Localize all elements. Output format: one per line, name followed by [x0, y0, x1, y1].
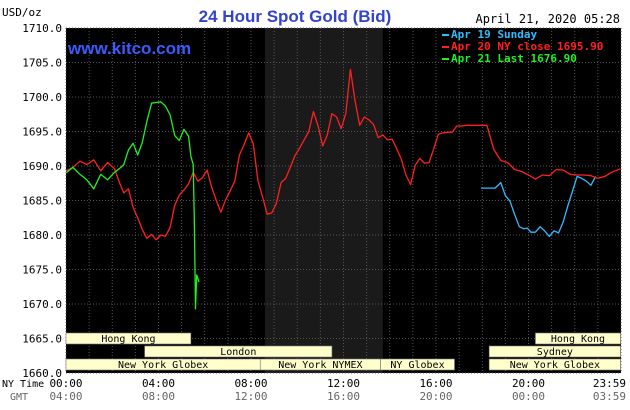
y-tick-label: 1695.0 — [22, 126, 62, 139]
series-line-2 — [65, 101, 200, 310]
session-label: NY Globex — [390, 360, 444, 371]
y-tick-label: 1705.0 — [22, 57, 62, 70]
x-row-label-nytime: NY Time — [2, 379, 44, 390]
session-label: Hong Kong — [101, 334, 155, 345]
x-tick-label: 12:00 — [327, 377, 360, 390]
series-lines — [65, 68, 621, 310]
session-bands: Hong Kong Hong Kong London Sydney New York G… — [65, 332, 621, 371]
session-label: Hong Kong — [551, 334, 605, 345]
x-tick-label: 00:00 — [512, 390, 545, 403]
website-label[interactable]: www.kitco.com — [67, 39, 191, 58]
legend-entry-apr20: Apr 20 NY close 1695.90 — [451, 40, 603, 53]
legend-entry-apr21: Apr 21 Last 1676.90 — [451, 52, 577, 65]
grid — [65, 27, 622, 374]
y-tick-labels: 1710.0 1705.0 1700.0 1695.0 1690.0 1685.0 1680… — [22, 22, 62, 380]
x-tick-label: 12:00 — [234, 390, 267, 403]
y-axis-unit: USD/oz — [2, 6, 42, 19]
y-tick-label: 1690.0 — [22, 160, 62, 173]
timestamp: April 21, 2020 05:28 — [476, 12, 621, 26]
y-tick-label: 1710.0 — [22, 22, 62, 35]
y-tick-label: 1700.0 — [22, 91, 62, 104]
session-box — [488, 358, 621, 371]
session-box — [488, 345, 621, 358]
session-label: New York Globex — [118, 360, 208, 371]
series-line-0 — [481, 175, 597, 238]
series-line-1 — [65, 68, 621, 241]
session-box — [65, 332, 192, 345]
x-tick-label: 20:00 — [419, 390, 452, 403]
y-tick-label: 1660.0 — [22, 367, 62, 380]
y-tick-label: 1675.0 — [22, 264, 62, 277]
y-tick-label: 1670.0 — [22, 298, 62, 311]
x-tick-label: 16:00 — [327, 390, 360, 403]
x-row-label-gmt: GMT — [10, 392, 28, 403]
chart-title: 24 Hour Spot Gold (Bid) — [199, 7, 392, 26]
y-tick-label: 1685.0 — [22, 195, 62, 208]
legend: Apr 19 Sunday Apr 20 NY close 1695.90 Ap… — [442, 28, 603, 65]
x-tick-label: 16:00 — [419, 377, 452, 390]
legend-entry-apr19: Apr 19 Sunday — [451, 28, 537, 41]
x-tick-label: 04:00 — [142, 377, 175, 390]
x-tick-label: 00:00 — [49, 377, 82, 390]
x-tick-label: 08:00 — [142, 390, 175, 403]
y-tick-label: 1680.0 — [22, 229, 62, 242]
session-label: London — [220, 347, 256, 358]
x-tick-label: 08:00 — [234, 377, 267, 390]
x-tick-label: 03:59 — [593, 390, 626, 403]
x-tick-label: 04:00 — [49, 390, 82, 403]
session-box — [380, 358, 455, 371]
x-tick-label: 20:00 — [512, 377, 545, 390]
session-label: Sydney — [537, 347, 573, 358]
x-tick-labels: 00:00 04:00 08:00 12:00 16:00 20:00 23:5904:00… — [49, 377, 626, 403]
session-label: New York NYMEX — [278, 360, 362, 371]
session-box — [535, 332, 621, 345]
x-tick-label: 23:59 — [593, 377, 626, 390]
session-label: New York Globex — [510, 360, 600, 371]
session-box — [144, 345, 333, 358]
y-tick-label: 1665.0 — [22, 333, 62, 346]
